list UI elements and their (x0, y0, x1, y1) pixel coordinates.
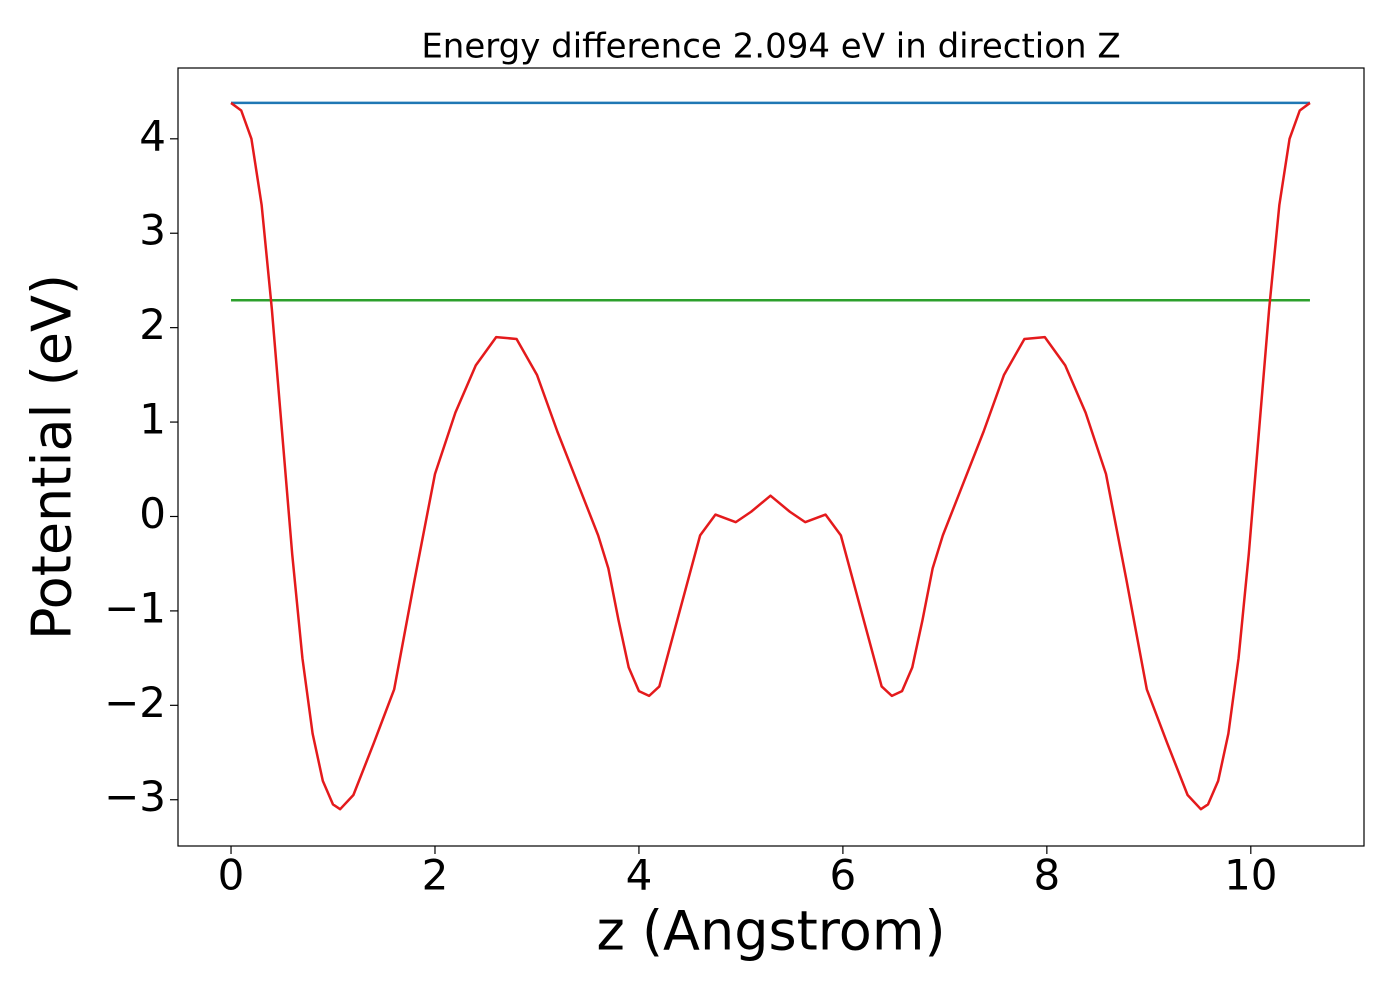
y-axis-label: Potential (eV) (21, 274, 84, 640)
y-tick-label: 0 (139, 489, 166, 538)
y-tick-label: 2 (139, 300, 166, 349)
y-tick-label: −3 (104, 772, 166, 821)
x-tick-label: 4 (626, 851, 653, 900)
y-tick-label: −2 (104, 678, 166, 727)
x-tick-label: 10 (1224, 851, 1277, 900)
x-tick-label: 0 (218, 851, 245, 900)
y-tick-label: 1 (139, 395, 166, 444)
x-tick-label: 6 (830, 851, 857, 900)
y-tick-label: 3 (139, 206, 166, 255)
x-axis-label: z (Angstrom) (596, 900, 945, 963)
y-tick-label: 4 (139, 111, 166, 160)
x-tick-label: 2 (422, 851, 449, 900)
plot-frame (177, 67, 1365, 847)
series-line (230, 101, 1311, 811)
x-tick-label: 8 (1033, 851, 1060, 900)
y-tick-label: −1 (104, 583, 166, 632)
chart-title: Energy difference 2.094 eV in direction … (421, 27, 1120, 67)
